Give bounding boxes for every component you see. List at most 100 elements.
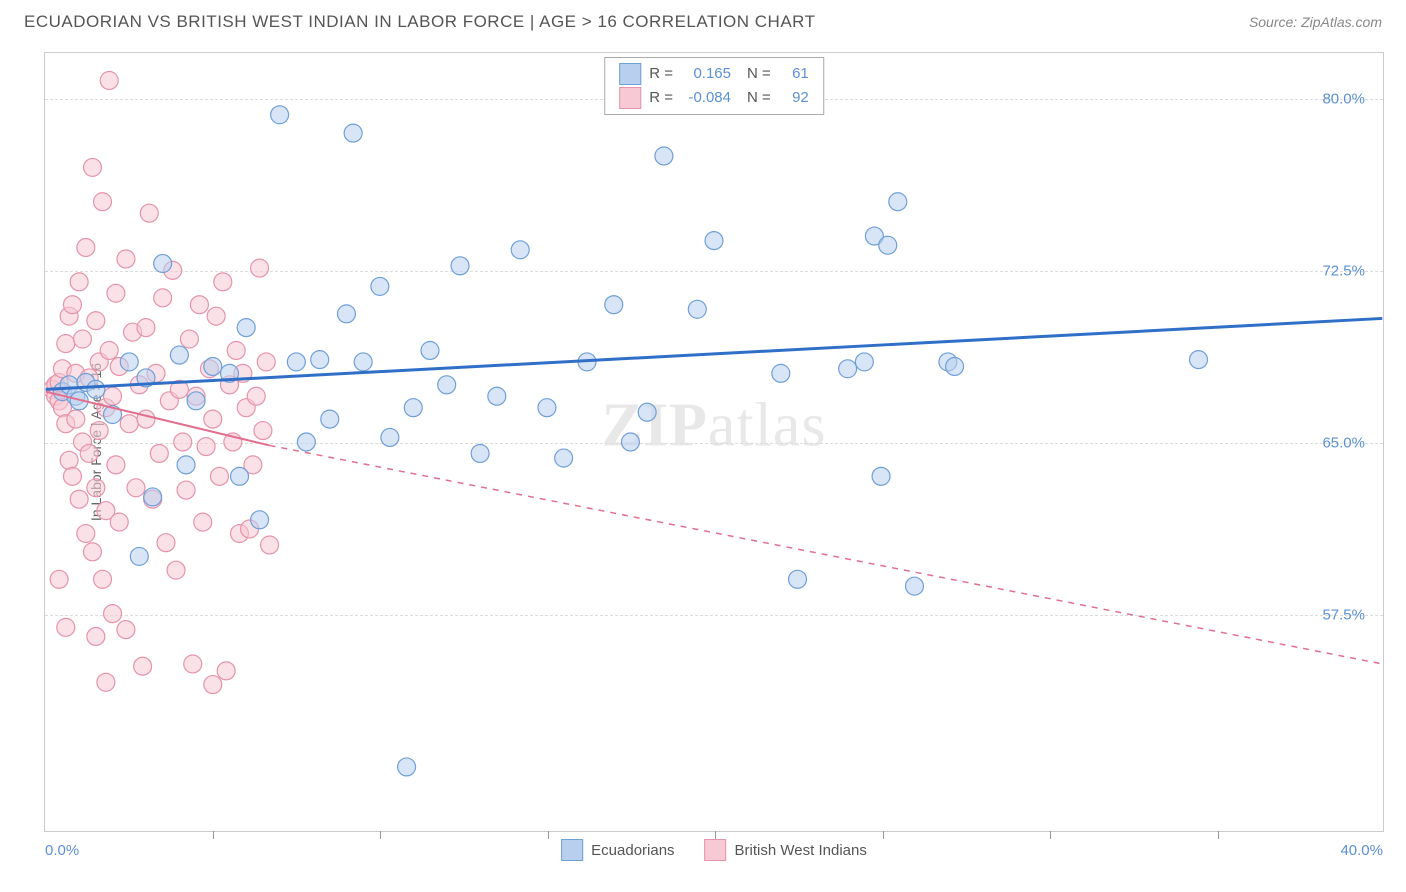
data-point	[354, 353, 372, 371]
data-point	[872, 467, 890, 485]
data-point	[57, 335, 75, 353]
series-legend: Ecuadorians British West Indians	[561, 839, 867, 861]
data-point	[80, 444, 98, 462]
chart-container: In Labor Force | Age > 16 ZIPatlas 57.5%…	[44, 52, 1384, 832]
legend-n-label: N =	[747, 86, 771, 110]
data-point	[63, 467, 81, 485]
data-point	[177, 481, 195, 499]
legend-swatch	[561, 839, 583, 861]
x-tick	[548, 831, 549, 839]
legend-n-value: 92	[779, 86, 809, 110]
data-point	[772, 364, 790, 382]
data-point	[210, 467, 228, 485]
data-point	[217, 662, 235, 680]
data-point	[110, 513, 128, 531]
data-point	[337, 305, 355, 323]
data-point	[60, 451, 78, 469]
x-max-label: 40.0%	[1340, 842, 1383, 859]
data-point	[94, 193, 112, 211]
data-point	[144, 488, 162, 506]
legend-n-label: N =	[747, 62, 771, 86]
data-point	[204, 410, 222, 428]
data-point	[688, 300, 706, 318]
data-point	[194, 513, 212, 531]
data-point	[97, 673, 115, 691]
chart-source: Source: ZipAtlas.com	[1249, 14, 1382, 30]
x-tick	[380, 831, 381, 839]
data-point	[70, 490, 88, 508]
data-point	[421, 341, 439, 359]
data-point	[254, 422, 272, 440]
data-point	[344, 124, 362, 142]
data-point	[297, 433, 315, 451]
data-point	[257, 353, 275, 371]
legend-r-value: 0.165	[681, 62, 731, 86]
data-point	[247, 387, 265, 405]
legend-row: R =-0.084N =92	[619, 86, 809, 110]
data-point	[538, 399, 556, 417]
data-point	[621, 433, 639, 451]
data-point	[84, 543, 102, 561]
chart-title: ECUADORIAN VS BRITISH WEST INDIAN IN LAB…	[24, 12, 816, 32]
data-point	[839, 360, 857, 378]
data-point	[130, 547, 148, 565]
data-point	[187, 392, 205, 410]
data-point	[789, 570, 807, 588]
data-point	[251, 511, 269, 529]
legend-swatch	[619, 87, 641, 109]
x-tick	[1050, 831, 1051, 839]
data-point	[177, 456, 195, 474]
series-legend-item: British West Indians	[705, 839, 867, 861]
data-point	[197, 438, 215, 456]
data-point	[311, 351, 329, 369]
data-point	[451, 257, 469, 275]
data-point	[1190, 351, 1208, 369]
data-point	[705, 232, 723, 250]
legend-swatch	[619, 63, 641, 85]
series-legend-label: British West Indians	[735, 842, 867, 859]
legend-row: R = 0.165 N = 61	[619, 62, 809, 86]
data-point	[438, 376, 456, 394]
x-tick	[715, 831, 716, 839]
data-point	[170, 346, 188, 364]
data-point	[73, 330, 91, 348]
chart-header: ECUADORIAN VS BRITISH WEST INDIAN IN LAB…	[0, 0, 1406, 40]
data-point	[271, 106, 289, 124]
data-point	[381, 428, 399, 446]
data-point	[174, 433, 192, 451]
data-point	[237, 319, 255, 337]
data-point	[371, 277, 389, 295]
data-point	[167, 561, 185, 579]
series-legend-label: Ecuadorians	[591, 842, 674, 859]
data-point	[511, 241, 529, 259]
data-point	[70, 273, 88, 291]
data-point	[231, 467, 249, 485]
data-point	[404, 399, 422, 417]
data-point	[154, 255, 172, 273]
data-point	[555, 449, 573, 467]
legend-n-value: 61	[779, 62, 809, 86]
data-point	[180, 330, 198, 348]
data-point	[137, 319, 155, 337]
data-point	[638, 403, 656, 421]
data-point	[104, 605, 122, 623]
data-point	[77, 239, 95, 257]
legend-r-value: -0.084	[681, 86, 731, 110]
data-point	[605, 296, 623, 314]
data-point	[94, 570, 112, 588]
data-point	[90, 422, 108, 440]
data-point	[207, 307, 225, 325]
x-min-label: 0.0%	[45, 842, 79, 859]
data-point	[87, 380, 105, 398]
data-point	[488, 387, 506, 405]
data-point	[204, 358, 222, 376]
data-point	[117, 250, 135, 268]
legend-swatch	[705, 839, 727, 861]
data-point	[889, 193, 907, 211]
legend-r-label: R =	[649, 62, 673, 86]
data-point	[117, 621, 135, 639]
data-point	[57, 618, 75, 636]
data-point	[879, 236, 897, 254]
x-tick	[1218, 831, 1219, 839]
data-point	[63, 296, 81, 314]
